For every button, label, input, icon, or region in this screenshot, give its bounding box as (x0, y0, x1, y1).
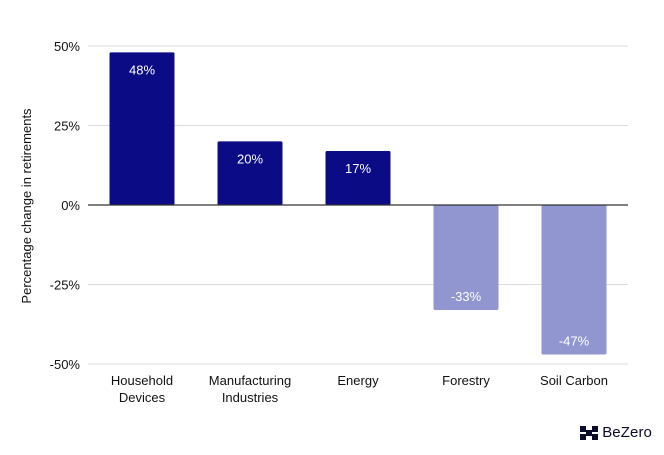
brand-logo: BeZero (580, 424, 652, 441)
bar (541, 205, 607, 355)
x-tick-label: Soil Carbon (540, 373, 608, 388)
x-tick-label: Manufacturing (209, 373, 291, 388)
y-tick-label: -25% (50, 278, 81, 293)
x-tick-label: Industries (222, 390, 279, 405)
data-label: 20% (237, 151, 263, 166)
bar (433, 205, 499, 310)
data-label: -47% (559, 333, 590, 348)
bar (217, 141, 283, 205)
y-tick-label: 50% (54, 39, 80, 54)
bar (109, 52, 175, 205)
x-tick-label: Forestry (442, 373, 490, 388)
y-tick-label: -50% (50, 357, 81, 372)
data-label: 48% (129, 62, 155, 77)
bar (325, 150, 391, 205)
y-tick-label: 25% (54, 119, 80, 134)
data-label: 17% (345, 161, 371, 176)
bezero-logo-icon (580, 425, 599, 440)
x-axis-ticks: Household Devices Manufacturing Industries E… (111, 373, 608, 405)
x-tick-label: Devices (119, 390, 166, 405)
x-tick-label: Household (111, 373, 173, 388)
data-labels: 48% 20% 17% -33% -47% (129, 62, 590, 348)
y-tick-label: 0% (61, 198, 80, 213)
data-label: -33% (451, 289, 482, 304)
y-axis-ticks: 50% 25% 0% -25% -50% (50, 39, 81, 372)
bars (109, 52, 607, 355)
x-tick-label: Energy (337, 373, 379, 388)
grid-lines (88, 45, 628, 365)
brand-name: BeZero (602, 424, 652, 441)
y-axis-label: Percentage change in retirements (19, 108, 34, 304)
